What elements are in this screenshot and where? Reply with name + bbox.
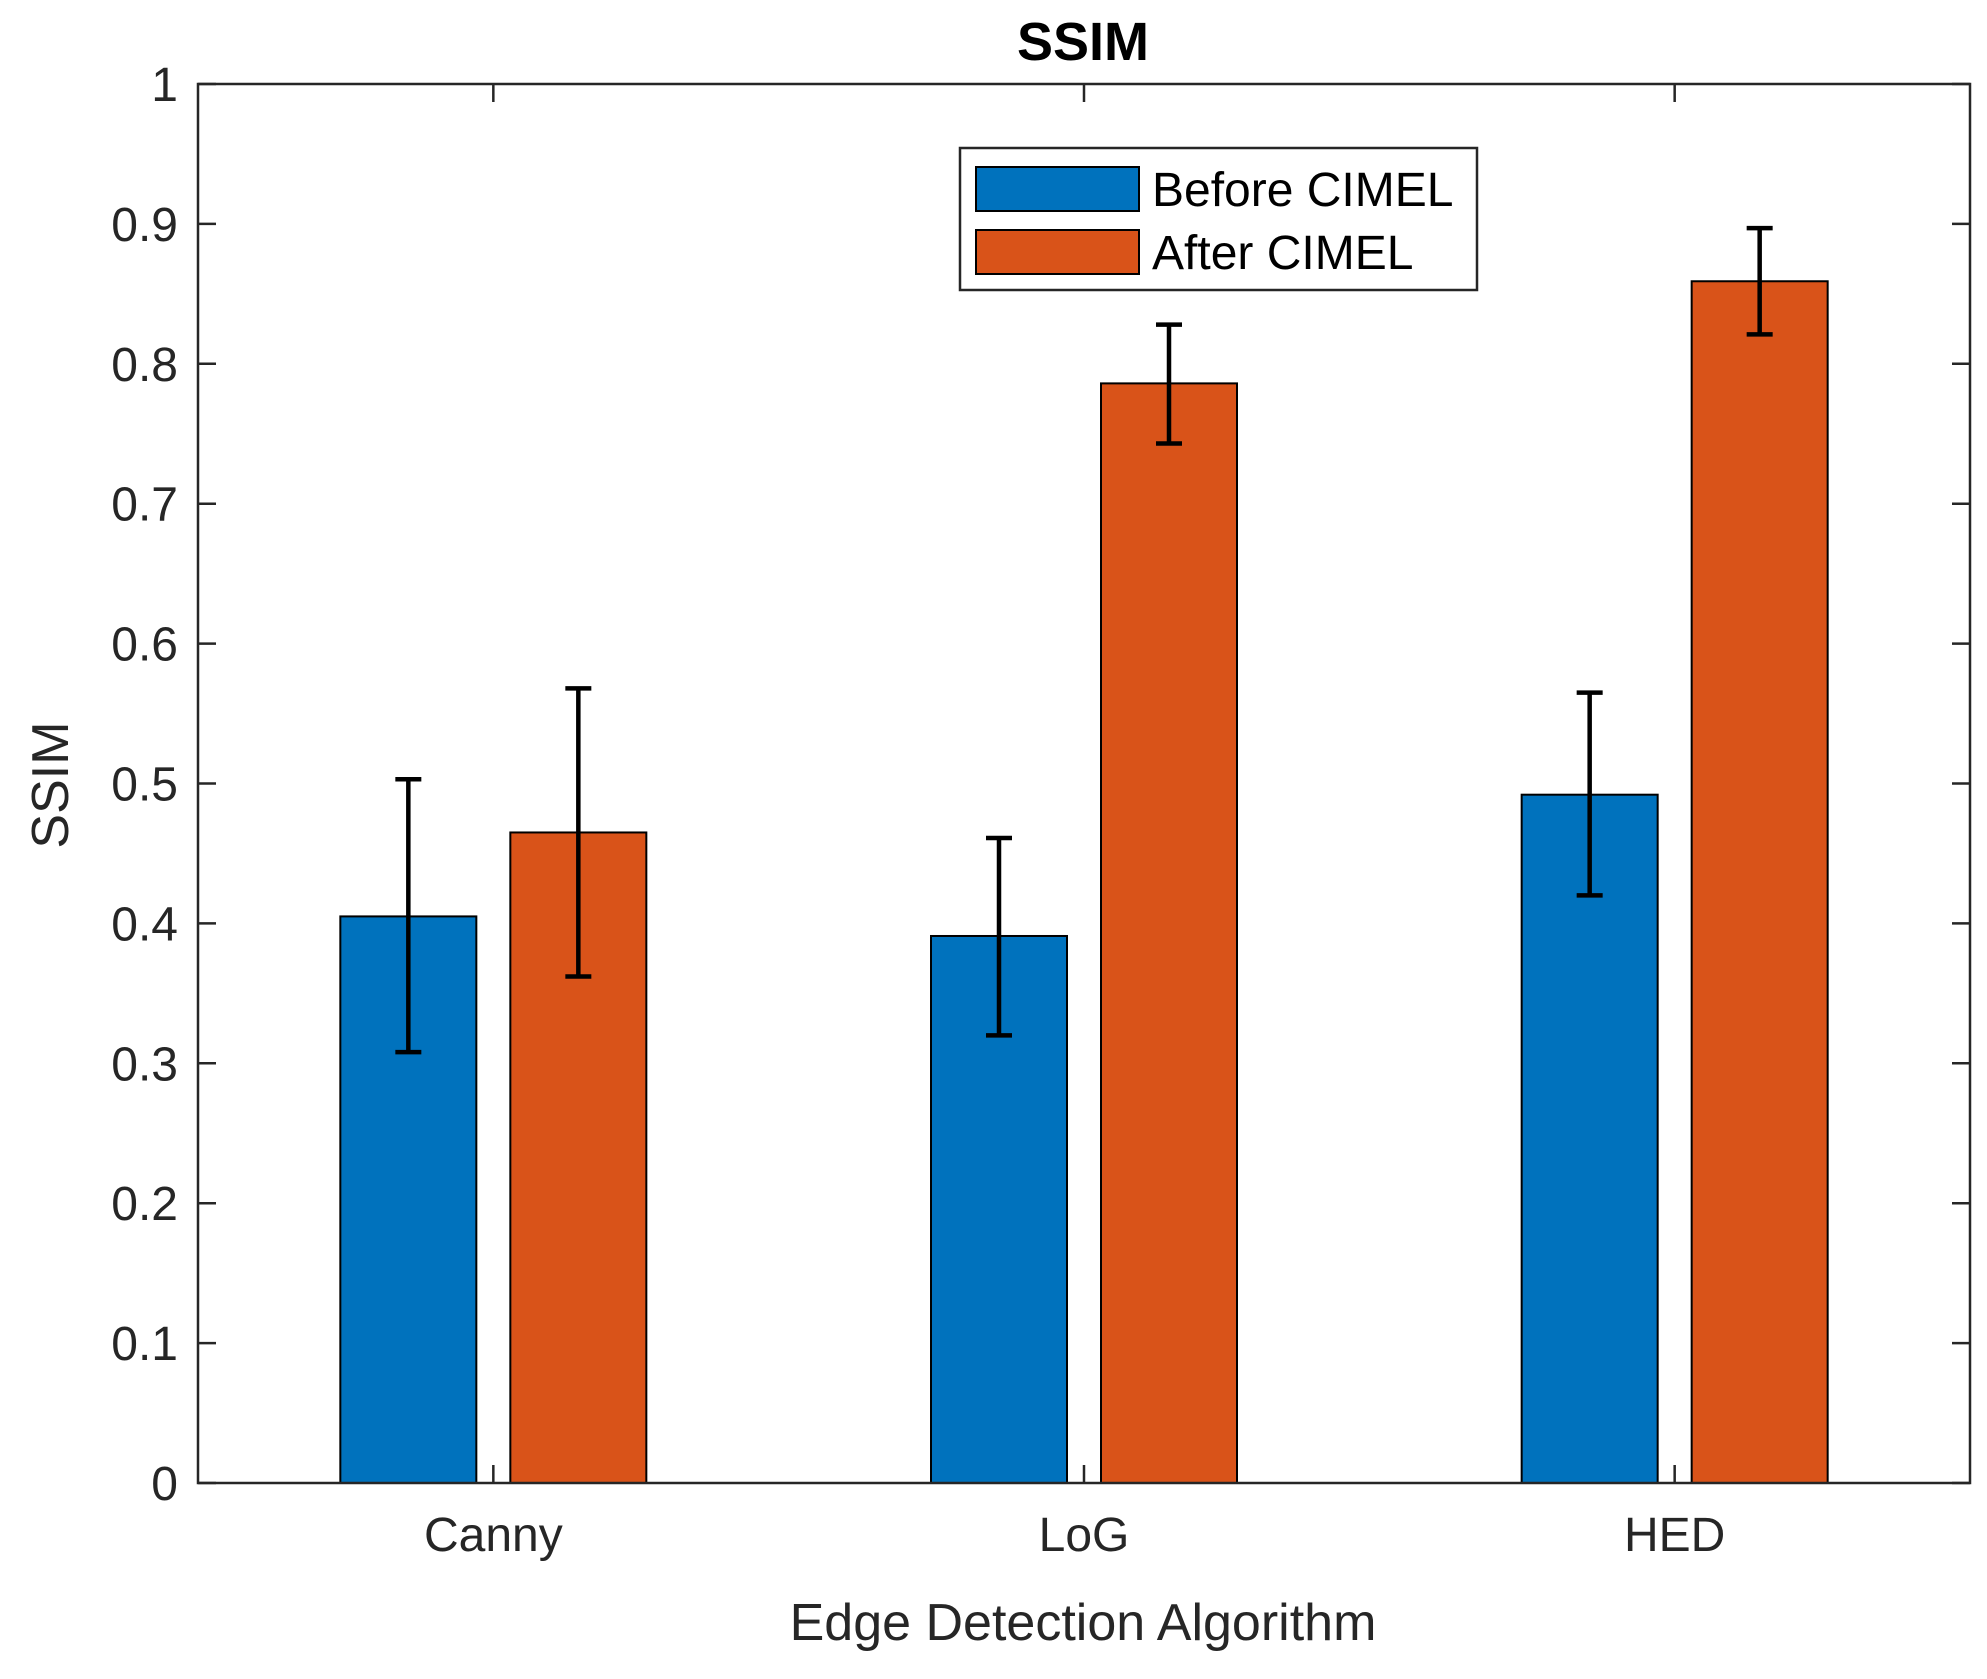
bar-after-log	[1100, 382, 1238, 1484]
y-tick-label: 0.8	[111, 339, 178, 392]
error-bar-after-canny	[565, 686, 592, 979]
x-tick-label-canny: Canny	[424, 1509, 563, 1562]
error-bar-after-log	[1156, 322, 1182, 446]
legend-label-after: After CIMEL	[1152, 227, 1413, 280]
y-ticks-layer: 0 0.1 0.2 0.3 0.4 0.5 0.6 0.7 0.8 0.9 1	[111, 59, 1970, 1511]
error-bar-before-canny	[395, 777, 422, 1055]
legend-label-before: Before CIMEL	[1152, 164, 1453, 217]
legend-swatch-after	[975, 229, 1140, 275]
chart-title: SSIM	[1017, 12, 1149, 72]
y-tick-label: 0.7	[111, 479, 178, 532]
y-tick-label: 0.6	[111, 619, 178, 672]
error-bars-layer	[395, 225, 1773, 1055]
error-bar-before-log	[986, 835, 1012, 1038]
y-tick-label: 0.5	[111, 759, 178, 812]
legend-swatch-before	[975, 166, 1140, 212]
y-axis-label: SSIM	[22, 721, 80, 848]
x-axis-label: Edge Detection Algorithm	[790, 1594, 1377, 1652]
y-tick-label: 0.4	[111, 898, 178, 951]
y-tick-label: 0.2	[111, 1178, 178, 1231]
bars-layer	[339, 280, 1829, 1484]
y-tick-label: 1	[151, 59, 178, 112]
x-tick-label-log: LoG	[1039, 1509, 1130, 1562]
y-tick-label: 0.1	[111, 1318, 178, 1371]
bar-before-hed	[1520, 793, 1659, 1484]
y-tick-label: 0.3	[111, 1038, 178, 1091]
x-tick-label-hed: HED	[1624, 1509, 1725, 1562]
bar-after-hed	[1690, 280, 1829, 1484]
y-tick-label: 0.9	[111, 199, 178, 252]
error-bar-after-hed	[1746, 225, 1773, 337]
legend: Before CIMEL After CIMEL	[958, 146, 1479, 292]
y-tick-label: 0	[151, 1458, 178, 1511]
error-bar-before-hed	[1576, 690, 1603, 898]
x-ticks-layer: Canny LoG HED	[424, 84, 1725, 1562]
